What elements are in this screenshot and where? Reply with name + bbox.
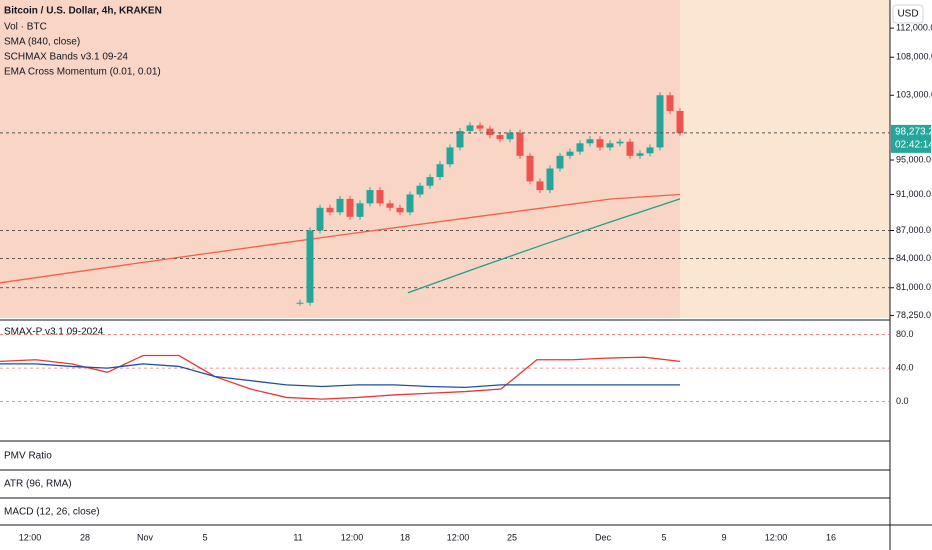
candle bbox=[496, 135, 504, 140]
x-tick-label: 12:00 bbox=[765, 532, 788, 542]
osc-title: SMAX-P v3.1 09-2024 bbox=[4, 327, 104, 338]
candle bbox=[656, 95, 664, 148]
candle bbox=[626, 141, 634, 156]
candle bbox=[606, 143, 614, 148]
candle bbox=[476, 125, 484, 129]
x-tick-label: 5 bbox=[661, 532, 666, 542]
candle bbox=[536, 181, 544, 191]
candle bbox=[516, 132, 524, 156]
symbol: Bitcoin / U.S. Dollar, 4h, KRAKEN bbox=[4, 6, 162, 17]
y-tick-label: 40.0 bbox=[896, 362, 914, 372]
countdown: 02:42:14 bbox=[895, 140, 932, 151]
candle bbox=[576, 143, 584, 152]
y-tick-label: 87,000.0 bbox=[896, 225, 931, 235]
x-tick-label: 9 bbox=[721, 532, 726, 542]
candle bbox=[426, 177, 434, 186]
pane-title: PMV Ratio bbox=[4, 451, 52, 462]
candle bbox=[366, 190, 374, 204]
x-tick-label: 25 bbox=[507, 532, 517, 542]
pane-title: ATR (96, RMA) bbox=[4, 479, 72, 490]
candle bbox=[336, 198, 344, 213]
candle bbox=[676, 110, 684, 133]
x-tick-label: 12:00 bbox=[447, 532, 470, 542]
candle bbox=[356, 203, 364, 217]
osc-bg bbox=[0, 322, 890, 410]
last-price: 98,273.2 bbox=[895, 127, 932, 138]
currency[interactable]: USD bbox=[897, 9, 918, 20]
candle bbox=[346, 198, 354, 217]
candle bbox=[416, 185, 424, 195]
candle bbox=[506, 132, 514, 140]
x-tick-label: 12:00 bbox=[341, 532, 364, 542]
y-tick-label: 103,000.0 bbox=[896, 90, 932, 100]
x-tick-label: Nov bbox=[137, 532, 154, 542]
candle bbox=[326, 207, 334, 213]
candle bbox=[376, 190, 384, 204]
y-tick-label: 81,000.0 bbox=[896, 282, 931, 292]
candle bbox=[636, 153, 644, 156]
y-tick-label: 112,000.0 bbox=[896, 22, 932, 32]
x-tick-label: Dec bbox=[595, 532, 612, 542]
candle bbox=[546, 168, 554, 191]
candle bbox=[466, 125, 474, 132]
indicator: SCHMAX Bands v3.1 09-24 bbox=[4, 52, 128, 63]
candle bbox=[556, 155, 564, 169]
candle bbox=[456, 131, 464, 148]
candle bbox=[436, 164, 444, 178]
x-tick-label: 5 bbox=[202, 532, 207, 542]
x-tick-label: 16 bbox=[826, 532, 836, 542]
candle bbox=[566, 151, 574, 156]
y-tick-label: 95,000.0 bbox=[896, 154, 931, 164]
osc-blue bbox=[0, 363, 680, 389]
sma-line bbox=[0, 193, 681, 284]
indicator: EMA Cross Momentum (0.01, 0.01) bbox=[4, 67, 161, 78]
candle bbox=[586, 139, 594, 144]
candle bbox=[526, 155, 534, 182]
candle bbox=[296, 302, 304, 304]
candle bbox=[406, 194, 414, 213]
y-tick-label: 0.0 bbox=[896, 396, 909, 406]
x-tick-label: 11 bbox=[293, 532, 302, 542]
y-tick-label: 78,250.0 bbox=[896, 310, 931, 320]
candle bbox=[316, 207, 324, 231]
candle bbox=[596, 139, 604, 148]
indicator: SMA (840, close) bbox=[4, 37, 80, 48]
ema-line bbox=[407, 198, 681, 294]
candle bbox=[306, 230, 314, 303]
candle bbox=[386, 203, 394, 208]
y-tick-label: 91,000.0 bbox=[896, 189, 931, 199]
currency-button[interactable] bbox=[892, 4, 924, 24]
candle bbox=[666, 95, 674, 111]
y-tick-label: 84,000.0 bbox=[896, 253, 931, 263]
y-tick-label: 108,000.0 bbox=[896, 52, 932, 62]
bg-right bbox=[680, 0, 890, 318]
x-tick-label: 28 bbox=[80, 532, 90, 542]
candle bbox=[396, 207, 404, 213]
candle bbox=[486, 128, 494, 136]
last-price-box bbox=[891, 124, 931, 153]
candle bbox=[646, 147, 654, 154]
x-tick-label: 18 bbox=[400, 532, 410, 542]
indicator: Vol · BTC bbox=[4, 22, 47, 33]
candle bbox=[616, 141, 624, 144]
candle bbox=[446, 147, 454, 165]
pane-title: MACD (12, 26, close) bbox=[4, 507, 100, 518]
y-tick-label: 80.0 bbox=[896, 329, 914, 339]
osc-red bbox=[0, 354, 681, 400]
bg-left bbox=[0, 0, 680, 318]
x-tick-label: 12:00 bbox=[19, 532, 42, 542]
